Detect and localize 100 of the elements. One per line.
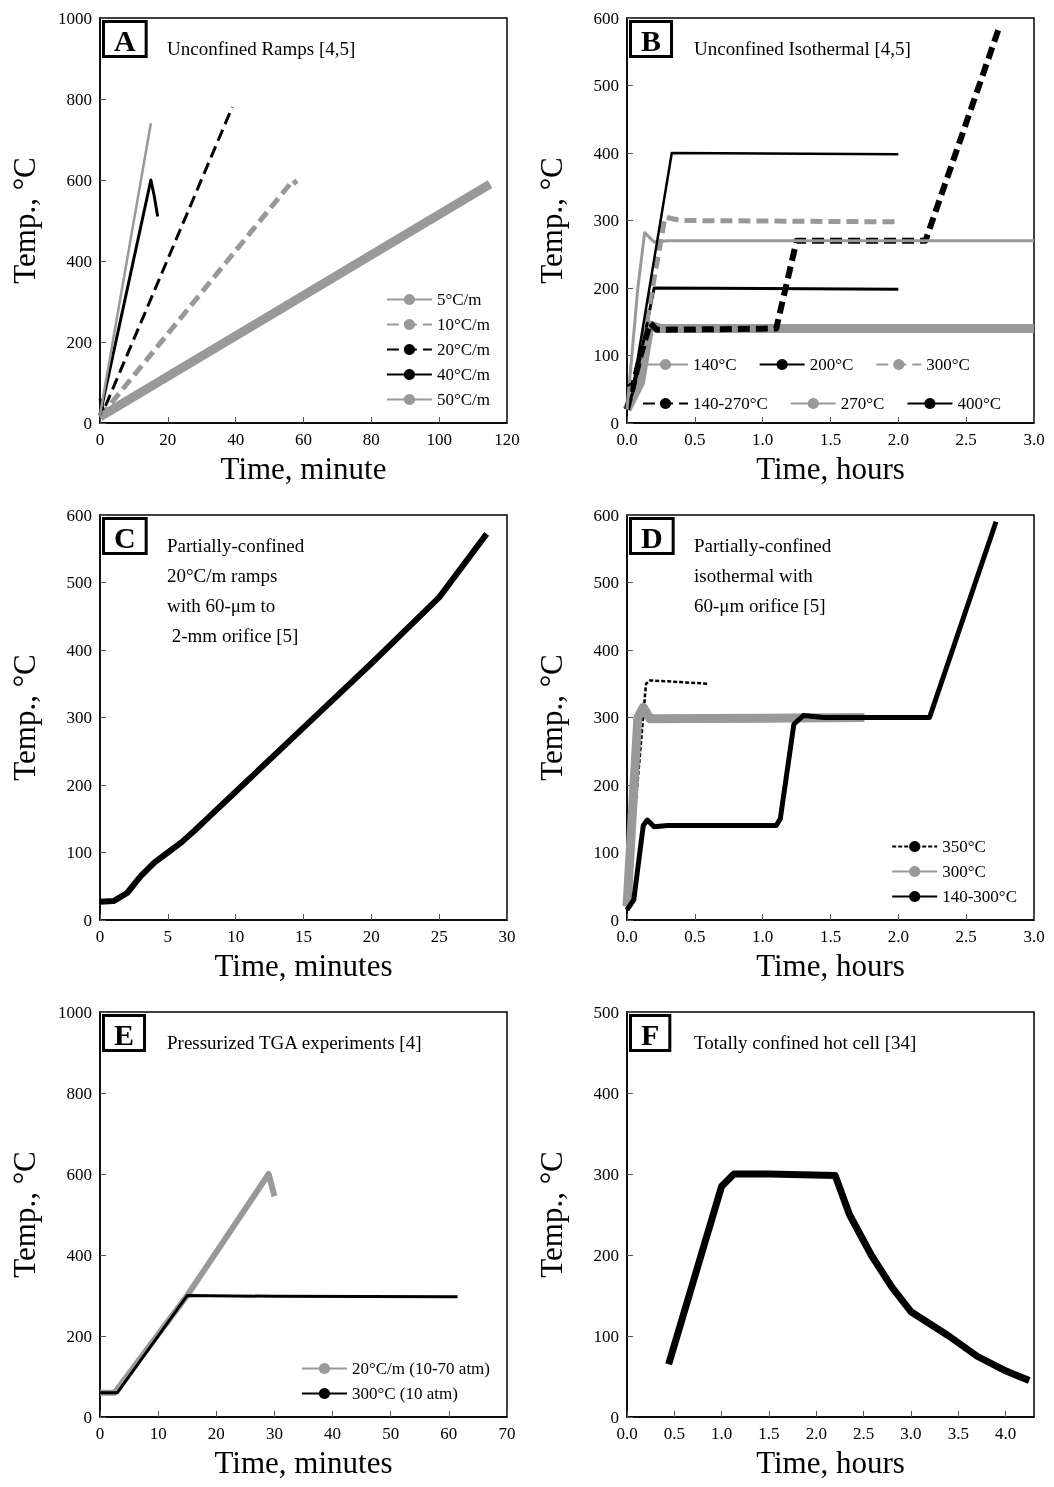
x-tick-label: 0.0 <box>616 430 638 449</box>
x-tick-label: 20 <box>159 430 177 449</box>
x-tick-label: 40 <box>227 430 245 449</box>
y-tick-label: 0 <box>83 910 92 930</box>
legend-label: 50°C/m <box>436 390 491 409</box>
x-tick-label: 2.5 <box>955 430 977 449</box>
y-axis-title: Temp., °C <box>7 1151 42 1278</box>
y-tick-label: 0 <box>610 1407 619 1427</box>
x-tick-label: 0 <box>95 1424 105 1443</box>
y-tick-label: 200 <box>593 1245 619 1265</box>
y-tick-label: 100 <box>593 843 619 862</box>
y-axis-title: Temp., °C <box>534 157 569 284</box>
x-tick-label: 1.0 <box>752 430 774 449</box>
x-tick-label: 50 <box>382 1424 400 1443</box>
y-tick-label: 100 <box>593 346 619 365</box>
x-tick-label: 0.0 <box>616 927 638 946</box>
x-tick-label: 5 <box>163 927 173 946</box>
y-tick-label: 500 <box>66 573 92 592</box>
y-tick-label: 600 <box>593 505 619 525</box>
y-tick-label: 400 <box>66 1245 92 1265</box>
y-tick-label: 600 <box>66 505 92 525</box>
legend-label: 200°C <box>809 355 854 374</box>
x-tick-label: 20 <box>362 927 380 946</box>
x-tick-label: 0.0 <box>616 1424 638 1443</box>
x-tick-label: 15 <box>295 927 312 946</box>
x-tick-label: 2.5 <box>853 1424 875 1443</box>
legend-label: 10°C/m <box>436 315 491 334</box>
y-tick-label: 800 <box>66 89 92 109</box>
x-tick-label: 30 <box>265 1424 283 1443</box>
x-tick-label: 1.5 <box>758 1424 780 1443</box>
x-tick-label: 1.5 <box>819 430 842 449</box>
x-tick-label: 100 <box>426 430 452 449</box>
annotation: B <box>641 23 662 57</box>
y-tick-label: 300 <box>593 211 619 230</box>
x-tick-label: 40 <box>324 1424 342 1443</box>
y-axis-title: Temp., °C <box>534 654 569 781</box>
y-tick-label: 500 <box>593 573 619 592</box>
legend-label: 5°C/m <box>436 290 482 309</box>
legend-label: 300°C <box>926 355 970 374</box>
y-tick-label: 100 <box>66 843 92 862</box>
x-axis-title: Time, minutes <box>214 948 393 983</box>
annotation: D <box>641 520 663 554</box>
text: Totally confined hot cell [34] <box>694 1031 917 1053</box>
x-tick-label: 3.5 <box>947 1424 969 1443</box>
legend-label: 140°C <box>693 355 737 374</box>
legend-label: 140-300°C <box>942 887 1018 906</box>
y-tick-label: 400 <box>593 143 619 163</box>
legend-label: 300°C (10 atm) <box>351 1384 458 1403</box>
y-tick-label: 500 <box>593 1002 619 1022</box>
x-tick-label: 0.5 <box>663 1424 685 1443</box>
x-tick-label: 25 <box>430 927 448 946</box>
y-axis-title: Temp., °C <box>534 1151 569 1278</box>
annotation: C <box>114 520 136 554</box>
legend-label: 350°C <box>942 837 986 856</box>
annotation: A <box>114 23 136 57</box>
y-tick-label: 0 <box>610 910 619 930</box>
x-tick-label: 0 <box>95 927 105 946</box>
text: Pressurized TGA experiments [4] <box>167 1031 422 1053</box>
x-tick-label: 10 <box>227 927 245 946</box>
legend-label: 20°C/m <box>436 340 491 359</box>
text: Partially-confined 20°C/m ramps with 60-μm to 2-mm orifice [5] <box>167 534 305 646</box>
y-tick-label: 0 <box>610 413 619 433</box>
y-axis-title: Temp., °C <box>7 157 42 284</box>
y-tick-label: 500 <box>593 76 619 95</box>
x-tick-label: 120 <box>494 430 520 449</box>
x-tick-label: 2.0 <box>805 1424 827 1443</box>
x-tick-label: 3.0 <box>1023 927 1045 946</box>
x-tick-label: 70 <box>498 1424 516 1443</box>
legend-label: 270°C <box>840 394 885 413</box>
x-tick-label: 3.0 <box>1023 430 1045 449</box>
y-tick-label: 600 <box>593 8 619 28</box>
x-tick-label: 1.5 <box>819 927 842 946</box>
legend-label: 400°C <box>957 394 1002 413</box>
x-axis-title: Time, minutes <box>214 1445 393 1480</box>
y-tick-label: 200 <box>593 278 619 298</box>
y-tick-label: 100 <box>593 1326 619 1346</box>
x-tick-label: 60 <box>440 1424 458 1443</box>
x-axis-title: Time, hours <box>756 1445 905 1480</box>
x-tick-label: 1.0 <box>711 1424 733 1443</box>
x-tick-label: 80 <box>362 430 380 449</box>
x-tick-label: 20 <box>207 1424 225 1443</box>
x-tick-label: 30 <box>498 927 516 946</box>
x-tick-label: 60 <box>295 430 312 449</box>
y-tick-label: 300 <box>66 708 92 727</box>
annotation: E <box>114 1017 135 1051</box>
text: Partially-confined isothermal with 60-μm orifice [5] <box>694 534 832 616</box>
y-tick-label: 400 <box>593 640 619 660</box>
x-tick-label: 4.0 <box>994 1424 1017 1443</box>
x-tick-label: 2.0 <box>887 927 909 946</box>
y-tick-label: 0 <box>83 413 92 433</box>
y-tick-label: 400 <box>593 1083 619 1103</box>
x-tick-label: 1.0 <box>752 927 774 946</box>
x-tick-label: 3.0 <box>900 1424 922 1443</box>
y-tick-label: 600 <box>66 1164 92 1184</box>
text: Unconfined Ramps [4,5] <box>167 37 356 59</box>
x-axis-title: Time, hours <box>756 451 905 486</box>
y-tick-label: 300 <box>593 1164 619 1184</box>
y-tick-label: 800 <box>66 1083 92 1103</box>
y-tick-label: 400 <box>66 640 92 660</box>
x-tick-label: 0.5 <box>684 430 706 449</box>
